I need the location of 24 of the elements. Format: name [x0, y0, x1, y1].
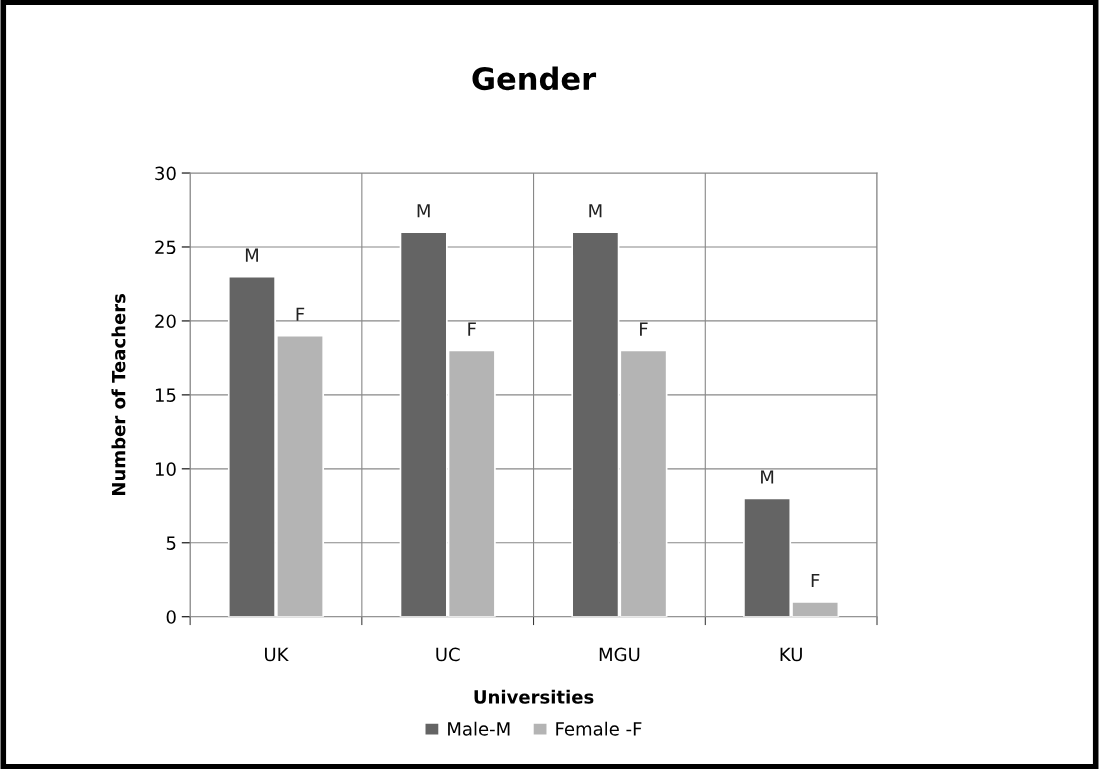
y-tick-label: 25: [155, 240, 176, 255]
data-label: M: [417, 204, 430, 218]
data-label: F: [640, 322, 648, 336]
y-tick-label: 15: [155, 388, 176, 402]
legend-label: Male-M: [448, 721, 510, 736]
legend-label: Female -F: [556, 721, 642, 736]
data-label: M: [245, 248, 258, 262]
x-axis-title: Universities: [474, 689, 594, 704]
y-tick-label: 20: [155, 314, 176, 329]
data-label: F: [296, 307, 305, 321]
y-tick-label: 0: [166, 610, 176, 624]
data-label: F: [468, 322, 476, 336]
data-label: M: [589, 204, 602, 218]
y-tick-label: 5: [166, 536, 176, 550]
x-tick-label: MGU: [599, 647, 640, 662]
chart-title: Gender: [472, 66, 597, 91]
x-tick-label: KU: [780, 647, 802, 662]
y-axis-title: Number of Teachers: [111, 293, 126, 495]
data-label: M: [761, 470, 774, 484]
y-tick-label: 30: [155, 166, 176, 181]
y-tick-label: 10: [155, 462, 176, 476]
x-tick-label: UC: [436, 647, 460, 662]
data-label: F: [811, 573, 820, 588]
x-tick-label: UK: [265, 647, 289, 662]
